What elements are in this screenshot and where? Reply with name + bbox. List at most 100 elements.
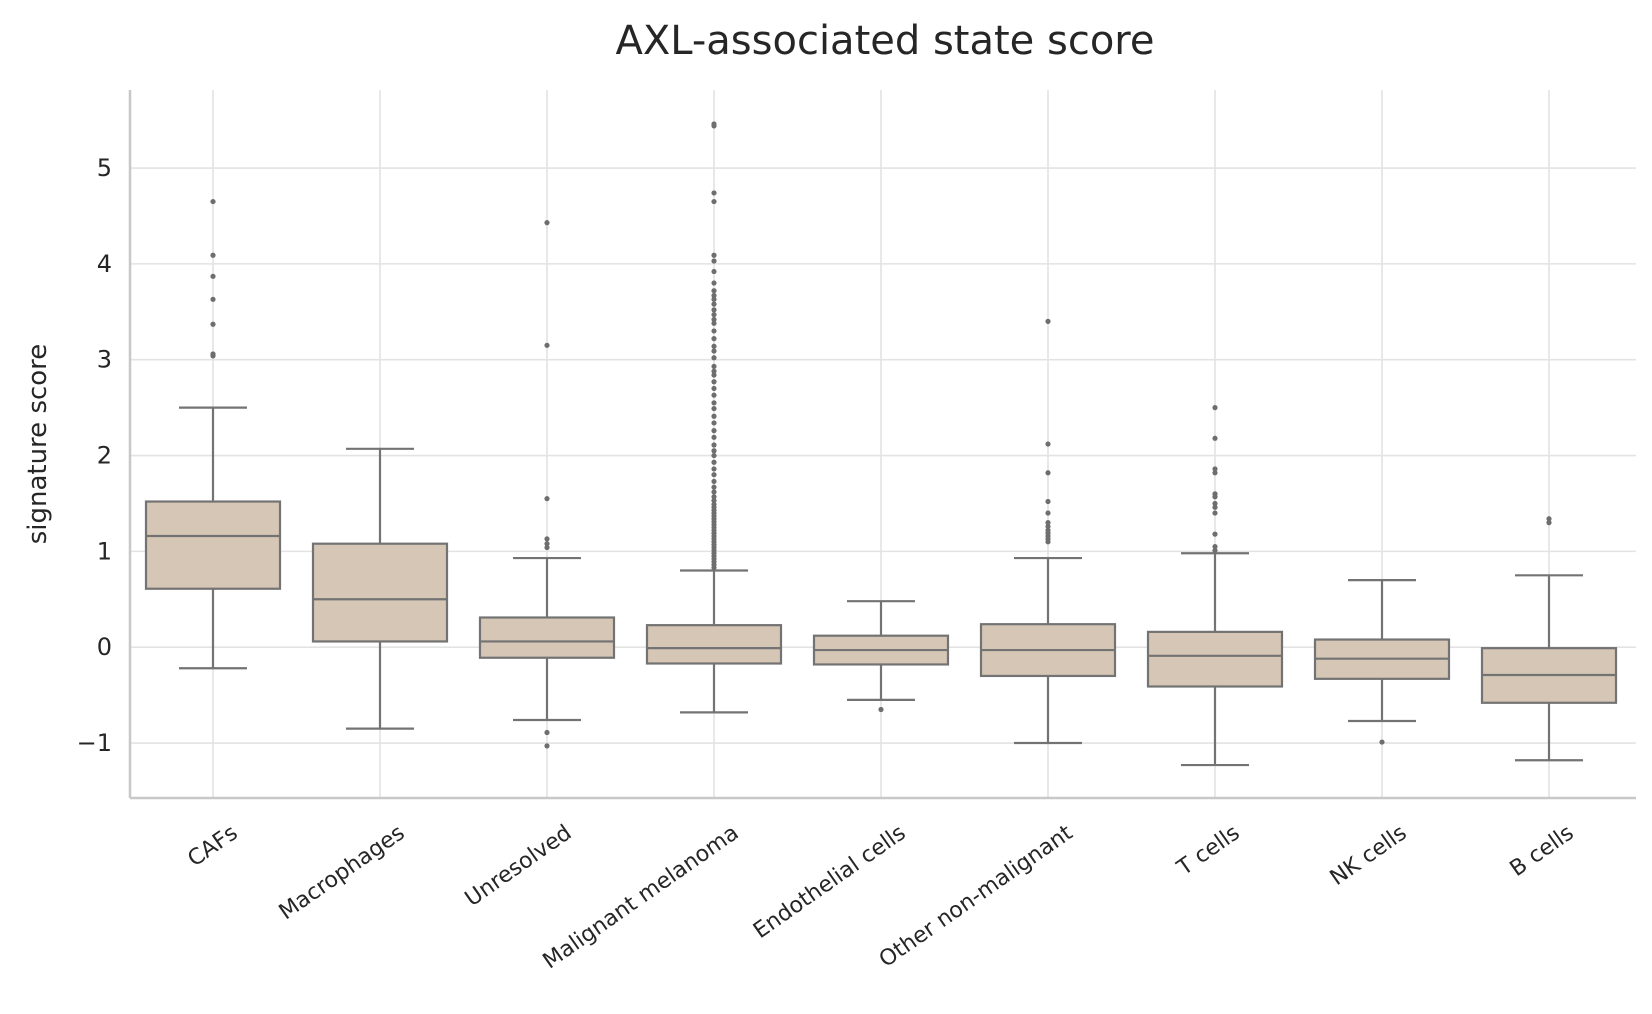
outlier-point [544,544,550,551]
outlier-point [1212,547,1218,554]
outlier-point [711,312,717,318]
outlier-point [1212,543,1218,550]
outlier-point [1045,523,1051,530]
outlier-point [1546,520,1552,526]
outlier-point [711,428,717,434]
outlier-point [544,729,550,736]
x-tick-label: B cells [1506,820,1579,881]
outlier-point [711,400,717,406]
outlier-point [711,348,717,354]
outlier-point [544,536,550,542]
outlier-point [711,484,717,490]
outlier-point [544,541,550,547]
outlier-point [711,258,717,264]
outlier-point [711,448,717,454]
outlier-point [1212,510,1218,516]
outlier-point [711,320,717,326]
outlier-point [711,472,717,478]
outlier-point [711,434,717,440]
outlier-point [711,123,717,129]
y-tick-label: 3 [97,346,112,374]
x-tick-label: Endothelial cells [749,820,910,943]
y-tick-label: 5 [97,154,112,182]
outlier-point [1045,470,1051,476]
x-tick-label: Macrophages [275,820,410,925]
outlier-point [544,496,550,502]
y-axis: −1 0 1 2 3 4 5 [77,90,132,798]
outlier-point [711,198,717,205]
box-t-cells [1146,405,1284,767]
outlier-point [1045,520,1051,526]
outlier-point [1045,318,1051,324]
outlier-point [1045,510,1051,516]
outlier-point [210,252,216,258]
outlier-point [711,494,717,500]
outlier-point [711,413,717,419]
outlier-point [1212,466,1218,472]
outlier-point [711,392,717,398]
outlier-point [878,706,884,713]
outlier-point [711,379,717,385]
outlier-point [711,292,717,299]
outlier-point [1379,739,1385,745]
outlier-point [1212,494,1218,500]
iqr-box [478,616,616,659]
y-axis-label: signature score [23,344,53,545]
box-nk-cells [1313,579,1451,745]
outlier-point [1045,539,1051,545]
iqr-box [1146,630,1284,688]
x-tick-label: T cells [1172,820,1244,881]
outlier-point [711,368,717,374]
y-tick-label: 0 [97,633,112,661]
outlier-point [1212,531,1218,537]
outlier-point [711,405,717,412]
outlier-point [711,565,717,571]
y-tick-label: −1 [77,729,112,757]
outlier-point [1546,516,1552,522]
outlier-point [210,198,216,205]
outlier-point [711,355,717,361]
y-tick-label: 4 [97,250,112,278]
outlier-point [544,743,550,749]
outlier-point [711,288,717,294]
outlier-point [210,273,216,279]
plot-boxes [144,121,1618,767]
outlier-point [711,316,717,323]
iqr-box [645,624,783,665]
outlier-point [711,459,717,465]
outlier-point [210,296,216,302]
box-macrophages [311,447,449,730]
outlier-point [711,307,717,313]
outlier-point [711,328,717,334]
outlier-point [711,442,717,448]
outlier-point [711,252,717,258]
outlier-point [711,489,717,495]
outlier-point [711,268,717,275]
box-unresolved [478,220,616,749]
outlier-point [1045,441,1051,447]
outlier-point [210,353,216,359]
outlier-point [711,296,717,302]
outlier-point [711,343,717,349]
box-malignant-melanoma [645,121,783,714]
outlier-point [210,321,216,327]
outlier-point [1212,405,1218,411]
outlier-point [1212,470,1218,476]
outlier-point [711,190,717,196]
iqr-box [144,500,282,590]
outlier-point [711,301,717,307]
box-other-non-malignant [979,318,1117,745]
outlier-point [544,220,550,226]
y-tick-label: 2 [97,442,112,470]
outlier-point [1212,500,1218,507]
outlier-point [711,280,717,286]
outlier-point [544,342,550,348]
box-b-cells [1480,516,1618,762]
x-tick-label: Unresolved [461,820,577,911]
outlier-point [711,420,717,426]
outlier-point [711,372,717,378]
x-tick-label: NK cells [1326,820,1412,890]
grid-lines [130,90,1636,798]
iqr-box [311,542,449,643]
